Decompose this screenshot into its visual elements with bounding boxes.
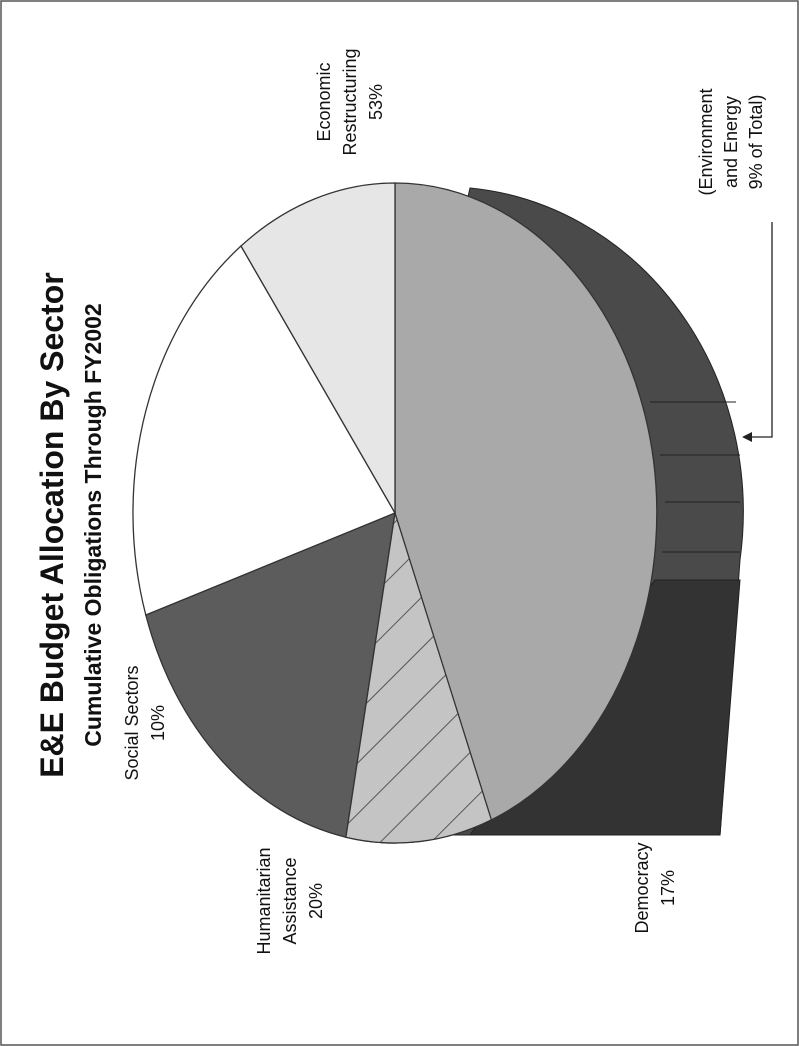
label-humanitarian-assistance: Humanitarian Assistance 20% (254, 847, 326, 954)
slice-humanitarian-assistance (132, 244, 396, 616)
label-percent: 20% (306, 883, 326, 919)
label-percent: 53% (366, 84, 386, 120)
text-layer: E&E Budget Allocation By Sector Cumulati… (34, 48, 766, 954)
label-line: Humanitarian (254, 847, 274, 954)
annotation-environment-energy: (Environment and Energy 9% of Total) (696, 88, 766, 195)
annotation-arrow (742, 222, 773, 442)
label-line: Restructuring (340, 48, 360, 155)
label-social-sectors: Social Sectors 10% (122, 665, 168, 780)
label-democracy: Democracy 17% (632, 842, 678, 933)
pie-slices (132, 182, 658, 844)
chart-title: E&E Budget Allocation By Sector (34, 272, 70, 778)
chart-subtitle: Cumulative Obligations Through FY2002 (80, 303, 106, 746)
slice-democracy (145, 511, 396, 838)
label-economic-restructuring: Economic Restructuring 53% (314, 48, 386, 155)
label-line: Democracy (632, 842, 652, 933)
label-percent: 17% (658, 870, 678, 906)
slice-social-sectors (240, 182, 396, 516)
slice-environment-energy (345, 512, 493, 844)
annotation-line: 9% of Total) (746, 95, 766, 190)
label-line: Social Sectors (122, 665, 142, 780)
annotation-line: (Environment (696, 88, 716, 195)
label-percent: 10% (148, 705, 168, 741)
annotation-line: and Energy (721, 96, 741, 188)
label-line: Economic (314, 62, 334, 141)
label-line: Assistance (280, 857, 300, 944)
